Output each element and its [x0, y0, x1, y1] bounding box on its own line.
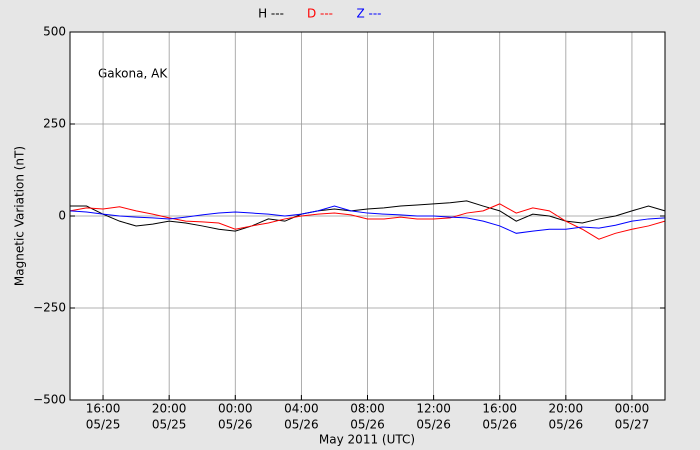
series-line	[69, 205, 666, 234]
plot-frame	[69, 31, 666, 401]
x-tick-label: 05/26	[416, 418, 451, 432]
series-line	[69, 203, 666, 240]
y-tick-label: −500	[33, 393, 66, 407]
x-tick-label: 05/26	[482, 418, 517, 432]
x-tick-label: 20:00	[549, 402, 584, 416]
x-tick-label: 16:00	[482, 402, 517, 416]
x-tick-label: 00:00	[615, 402, 650, 416]
x-tick-label: 16:00	[86, 402, 121, 416]
x-tick-label: 12:00	[416, 402, 451, 416]
x-axis-label: May 2011 (UTC)	[319, 433, 415, 447]
x-tick-label: 05/26	[549, 418, 584, 432]
x-tick-label: 00:00	[218, 402, 253, 416]
legend-entry: H ---	[258, 7, 284, 21]
x-tick-label: 05/26	[350, 418, 385, 432]
x-tick-label: 05/26	[218, 418, 253, 432]
legend-entry: Z ---	[356, 7, 381, 21]
x-tick-label: 20:00	[152, 402, 187, 416]
x-tick-label: 05/27	[615, 418, 650, 432]
y-tick-label: 0	[58, 209, 66, 223]
y-tick-label: −250	[33, 301, 66, 315]
x-tick-label: 05/25	[152, 418, 187, 432]
x-tick-label: 08:00	[350, 402, 385, 416]
x-tick-label: 05/25	[86, 418, 121, 432]
legend-entry: D ---	[307, 7, 333, 21]
y-tick-label: 500	[43, 25, 66, 39]
y-tick-label: 250	[43, 117, 66, 131]
x-tick-label: 05/26	[284, 418, 319, 432]
y-axis-label: Magnetic Variation (nT)	[13, 146, 27, 286]
x-tick-label: 04:00	[284, 402, 319, 416]
annotation: Gakona, AK	[98, 67, 168, 81]
